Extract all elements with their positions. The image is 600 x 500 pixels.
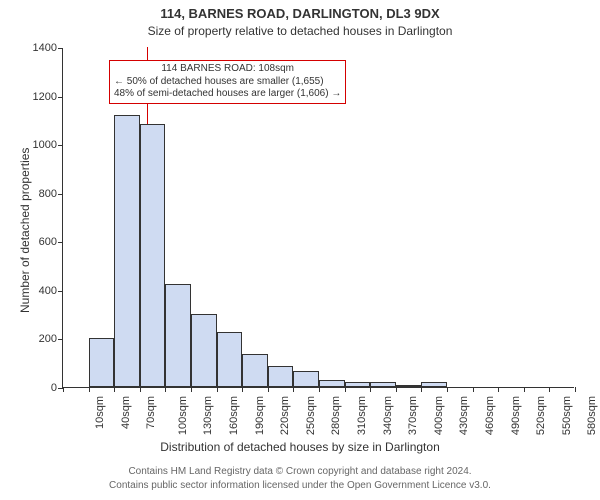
xtick-mark bbox=[421, 387, 422, 392]
histogram-bar bbox=[217, 332, 243, 387]
xtick-label: 460sqm bbox=[484, 396, 496, 435]
ytick-mark bbox=[58, 48, 63, 49]
histogram-bar bbox=[89, 338, 115, 387]
xtick-label: 340sqm bbox=[382, 396, 394, 435]
ytick-label: 800 bbox=[23, 188, 57, 200]
xtick-mark bbox=[549, 387, 550, 392]
xtick-mark bbox=[319, 387, 320, 392]
xtick-label: 310sqm bbox=[356, 396, 368, 435]
ytick-label: 200 bbox=[23, 333, 57, 345]
x-axis-label: Distribution of detached houses by size … bbox=[0, 440, 600, 454]
xtick-mark bbox=[370, 387, 371, 392]
histogram-bar bbox=[370, 382, 396, 387]
histogram-bar bbox=[191, 314, 217, 387]
xtick-label: 160sqm bbox=[228, 396, 240, 435]
histogram-bar bbox=[319, 380, 345, 387]
xtick-mark bbox=[114, 387, 115, 392]
xtick-label: 550sqm bbox=[561, 396, 573, 435]
xtick-label: 250sqm bbox=[305, 396, 317, 435]
ytick-label: 0 bbox=[23, 382, 57, 394]
histogram-bar bbox=[268, 366, 294, 387]
xtick-mark bbox=[165, 387, 166, 392]
annotation-line-2: ← 50% of detached houses are smaller (1,… bbox=[114, 76, 341, 89]
ytick-label: 600 bbox=[23, 236, 57, 248]
xtick-mark bbox=[191, 387, 192, 392]
xtick-mark bbox=[217, 387, 218, 392]
xtick-label: 580sqm bbox=[587, 396, 599, 435]
xtick-label: 370sqm bbox=[407, 396, 419, 435]
xtick-mark bbox=[268, 387, 269, 392]
xtick-label: 400sqm bbox=[433, 396, 445, 435]
xtick-mark bbox=[242, 387, 243, 392]
ytick-label: 1400 bbox=[23, 42, 57, 54]
ytick-mark bbox=[58, 291, 63, 292]
xtick-mark bbox=[396, 387, 397, 392]
xtick-label: 10sqm bbox=[94, 396, 106, 429]
xtick-label: 490sqm bbox=[510, 396, 522, 435]
annotation-line-1: 114 BARNES ROAD: 108sqm bbox=[114, 63, 341, 76]
xtick-mark bbox=[498, 387, 499, 392]
histogram-bar bbox=[421, 382, 447, 387]
xtick-mark bbox=[524, 387, 525, 392]
ytick-label: 1000 bbox=[23, 139, 57, 151]
xtick-mark bbox=[473, 387, 474, 392]
xtick-mark bbox=[293, 387, 294, 392]
ytick-label: 400 bbox=[23, 285, 57, 297]
xtick-label: 100sqm bbox=[177, 396, 189, 435]
ytick-label: 1200 bbox=[23, 91, 57, 103]
histogram-bar bbox=[165, 284, 191, 387]
ytick-mark bbox=[58, 97, 63, 98]
xtick-label: 130sqm bbox=[203, 396, 215, 435]
footnote-line-1: Contains HM Land Registry data © Crown c… bbox=[0, 466, 600, 477]
xtick-mark bbox=[575, 387, 576, 392]
ytick-mark bbox=[58, 339, 63, 340]
histogram-bar bbox=[114, 115, 140, 387]
histogram-bar bbox=[140, 124, 166, 388]
chart-subtitle: Size of property relative to detached ho… bbox=[0, 24, 600, 38]
xtick-mark bbox=[140, 387, 141, 392]
xtick-mark bbox=[89, 387, 90, 392]
plot-area: 114 BARNES ROAD: 108sqm ← 50% of detache… bbox=[62, 48, 574, 388]
ytick-mark bbox=[58, 145, 63, 146]
xtick-label: 430sqm bbox=[459, 396, 471, 435]
xtick-label: 190sqm bbox=[254, 396, 266, 435]
footnote-line-2: Contains public sector information licen… bbox=[0, 480, 600, 491]
histogram-bar bbox=[293, 371, 319, 387]
annotation-line-3: 48% of semi-detached houses are larger (… bbox=[114, 88, 341, 101]
histogram-bar bbox=[396, 385, 422, 387]
xtick-label: 220sqm bbox=[279, 396, 291, 435]
ytick-mark bbox=[58, 242, 63, 243]
chart-title: 114, BARNES ROAD, DARLINGTON, DL3 9DX bbox=[0, 6, 600, 21]
xtick-label: 70sqm bbox=[145, 396, 157, 429]
xtick-label: 40sqm bbox=[120, 396, 132, 429]
xtick-mark bbox=[345, 387, 346, 392]
ytick-mark bbox=[58, 194, 63, 195]
xtick-label: 520sqm bbox=[535, 396, 547, 435]
histogram-bar bbox=[242, 354, 268, 387]
xtick-label: 280sqm bbox=[331, 396, 343, 435]
annotation-box: 114 BARNES ROAD: 108sqm ← 50% of detache… bbox=[109, 60, 346, 104]
histogram-bar bbox=[345, 382, 371, 387]
xtick-mark bbox=[447, 387, 448, 392]
xtick-mark bbox=[63, 387, 64, 392]
